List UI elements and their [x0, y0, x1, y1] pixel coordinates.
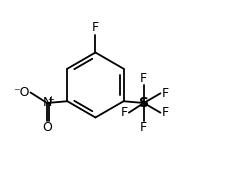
Text: +: + — [47, 95, 54, 104]
Text: ⁻O: ⁻O — [13, 86, 29, 99]
Text: F: F — [161, 87, 168, 100]
Text: O: O — [42, 121, 52, 134]
Text: F: F — [140, 72, 147, 85]
Text: N: N — [42, 96, 52, 110]
Text: F: F — [140, 121, 147, 134]
Text: S: S — [138, 96, 148, 110]
Text: F: F — [120, 106, 127, 119]
Text: F: F — [92, 21, 99, 34]
Text: F: F — [161, 106, 168, 119]
